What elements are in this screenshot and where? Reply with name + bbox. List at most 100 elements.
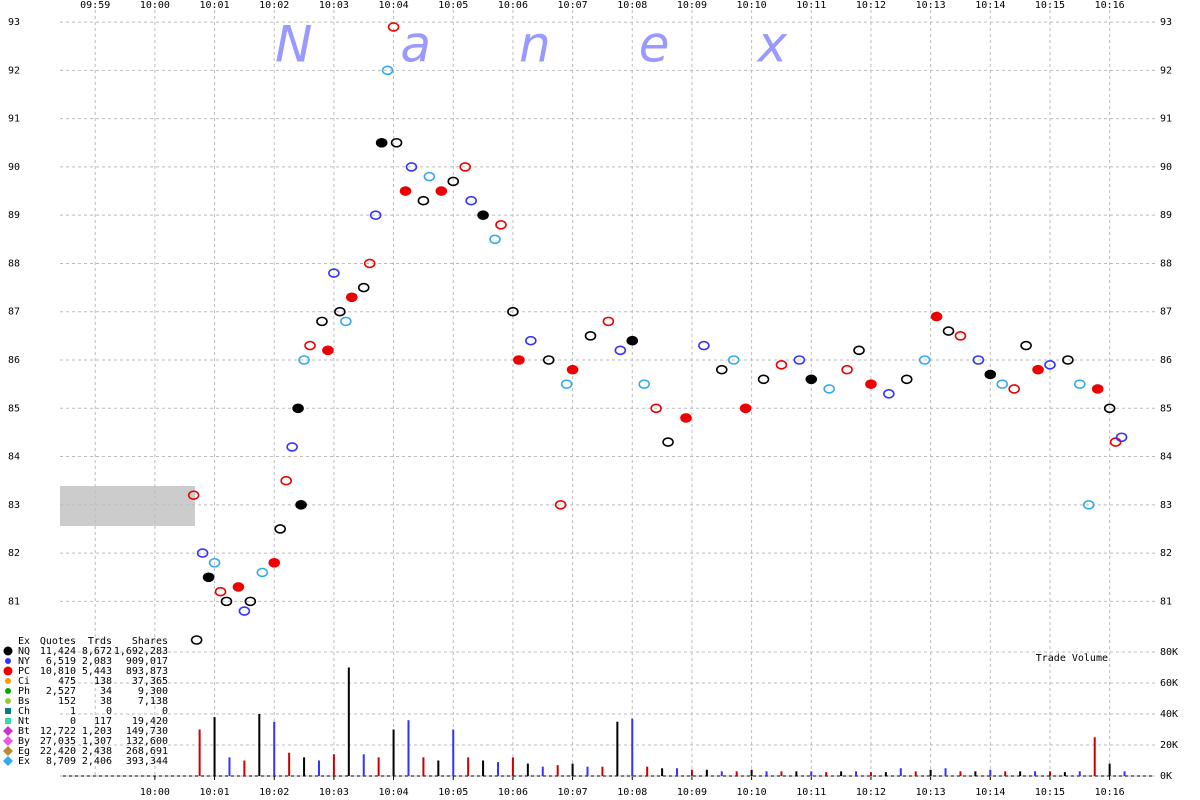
- price-point: [286, 442, 298, 452]
- y-tick-label-right: 82: [1160, 548, 1172, 559]
- price-point: [525, 335, 537, 346]
- price-point: [554, 500, 567, 510]
- price-point: [232, 582, 245, 592]
- price-point: [542, 355, 555, 365]
- volume-bar: [869, 772, 872, 776]
- price-point: [1044, 360, 1056, 370]
- x-tick-label: 10:16: [1095, 787, 1125, 798]
- y-tick-label: 91: [8, 114, 20, 125]
- price-point: [334, 306, 346, 317]
- price-point: [459, 162, 471, 172]
- price-point: [220, 596, 233, 607]
- price-point: [1091, 384, 1104, 394]
- volume-tick-label: 0K: [1160, 771, 1172, 782]
- volume-bar: [855, 771, 858, 776]
- price-point: [883, 388, 895, 399]
- price-point: [823, 384, 835, 394]
- price-point: [560, 379, 573, 389]
- legend-trds: 117: [94, 716, 112, 727]
- legend-quotes: 12,722: [40, 726, 76, 737]
- volume-bar: [526, 763, 529, 776]
- y-tick-label: 90: [8, 162, 20, 173]
- volume-bar: [780, 771, 783, 776]
- price-point: [256, 567, 269, 578]
- y-tick-label-right: 88: [1160, 258, 1172, 269]
- price-point: [1082, 500, 1095, 510]
- price-point: [375, 137, 388, 148]
- price-point: [662, 437, 674, 447]
- price-point: [274, 524, 286, 534]
- price-point: [602, 316, 615, 327]
- legend-shares: 9,300: [138, 686, 168, 697]
- legend-marker: [3, 646, 13, 656]
- price-point: [387, 22, 400, 32]
- price-point: [757, 374, 770, 385]
- legend-marker: [3, 666, 13, 676]
- price-point: [405, 162, 418, 172]
- price-point: [292, 403, 304, 414]
- legend-quotes: 1: [70, 706, 76, 717]
- price-point: [775, 360, 788, 370]
- volume-bar: [377, 757, 380, 776]
- legend-header: Quotes: [40, 636, 76, 647]
- x-tick-label: 10:14: [975, 787, 1005, 798]
- y-tick-label-right: 89: [1160, 210, 1172, 221]
- price-point: [793, 355, 806, 365]
- y-tick-label: 89: [8, 210, 20, 221]
- price-point: [417, 195, 430, 206]
- volume-bar: [422, 757, 425, 776]
- x-tick-label: 10:02: [259, 787, 289, 798]
- legend-ex: NY: [18, 656, 30, 667]
- volume-bar: [243, 760, 246, 776]
- legend-ex: Eg: [18, 746, 30, 757]
- price-point: [340, 316, 352, 327]
- legend-quotes: 27,035: [40, 736, 76, 747]
- price-point: [638, 379, 650, 389]
- legend-ex: NQ: [18, 646, 30, 657]
- legend-trds: 1,203: [82, 726, 112, 737]
- x-tick-label-top: 10:03: [319, 0, 349, 11]
- x-tick-label: 10:11: [796, 787, 826, 798]
- legend-quotes: 22,420: [40, 746, 76, 757]
- legend-ex: Bs: [18, 696, 30, 707]
- x-tick-label-top: 10:06: [498, 0, 528, 11]
- legend-quotes: 2,527: [46, 686, 76, 697]
- legend-ex: Ex: [18, 756, 30, 767]
- x-tick-label: 10:06: [498, 787, 528, 798]
- volume-bar: [1123, 771, 1126, 776]
- x-tick-label: 10:09: [677, 787, 707, 798]
- chart-title: Nanex: [275, 16, 875, 74]
- price-point: [1032, 364, 1044, 375]
- legend-shares: 909,017: [126, 656, 168, 667]
- x-tick-label: 10:01: [199, 787, 229, 798]
- volume-tick-label: 20K: [1160, 740, 1178, 751]
- price-point: [841, 364, 853, 375]
- volume-bar: [974, 771, 977, 776]
- price-point: [507, 306, 519, 317]
- price-point: [566, 364, 579, 375]
- price-point: [369, 210, 382, 220]
- price-point: [584, 331, 597, 341]
- legend-trds: 2,406: [82, 756, 112, 767]
- legend-ex: Ph: [18, 686, 30, 697]
- price-point: [298, 355, 310, 365]
- price-point: [900, 374, 913, 385]
- x-tick-label: 10:03: [319, 787, 349, 798]
- volume-bar: [556, 765, 559, 776]
- x-tick-label: 10:05: [438, 787, 468, 798]
- legend-marker: [3, 726, 13, 736]
- volume-bar: [989, 769, 992, 776]
- volume-bar: [452, 729, 455, 776]
- volume-bar: [228, 757, 231, 776]
- legend-ex: Nt: [18, 716, 30, 727]
- price-point: [447, 176, 460, 187]
- legend-trds: 8,672: [82, 646, 112, 657]
- volume-bar: [616, 721, 619, 776]
- volume-bar: [1108, 763, 1111, 776]
- y-tick-label-right: 85: [1160, 403, 1172, 414]
- volume-bar: [899, 768, 902, 776]
- price-point: [739, 403, 752, 414]
- x-tick-label-top: 10:08: [617, 0, 647, 11]
- legend-marker: [3, 746, 13, 756]
